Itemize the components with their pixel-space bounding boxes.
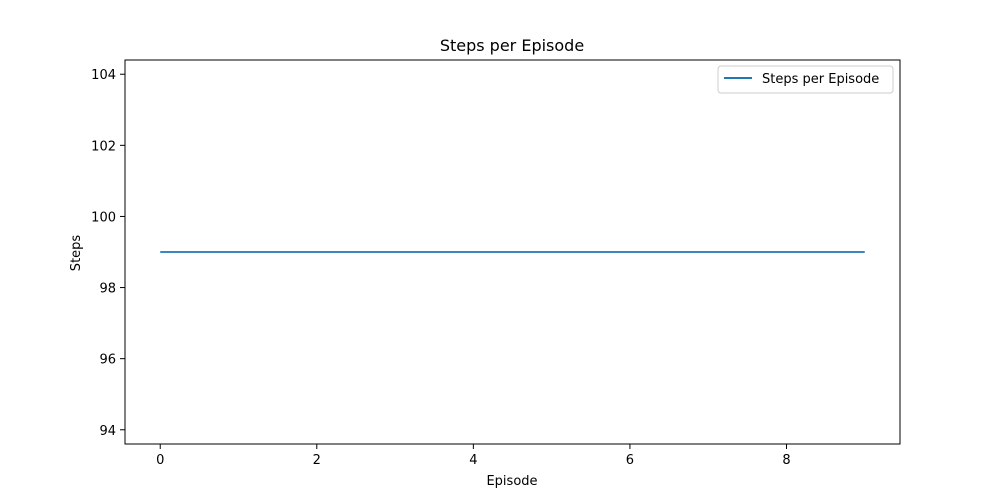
legend-label-steps-per-episode: Steps per Episode [762, 72, 879, 87]
y-tick-label: 96 [99, 353, 116, 368]
x-tick-label: 6 [626, 453, 634, 468]
y-axis-ticks: 94 96 98 100 102 104 [91, 68, 125, 439]
x-tick-label: 2 [313, 453, 321, 468]
x-tick-label: 4 [469, 453, 477, 468]
legend-box [717, 65, 894, 94]
plot-area [124, 59, 901, 445]
y-tick-label: 100 [91, 210, 116, 225]
x-axis-label: Episode [486, 474, 537, 489]
y-tick-label: 102 [91, 139, 116, 154]
y-tick-label: 98 [99, 282, 116, 297]
legend: Steps per Episode [717, 65, 894, 94]
y-tick-label: 104 [91, 68, 116, 83]
plot-frame [124, 59, 901, 445]
x-tick-label: 8 [782, 453, 790, 468]
y-axis-label: Steps [69, 235, 84, 272]
x-axis-ticks: 0 2 4 6 8 [156, 444, 791, 468]
chart-title: Steps per Episode [440, 36, 584, 55]
y-tick-label: 94 [99, 424, 116, 439]
x-tick-label: 0 [156, 453, 164, 468]
